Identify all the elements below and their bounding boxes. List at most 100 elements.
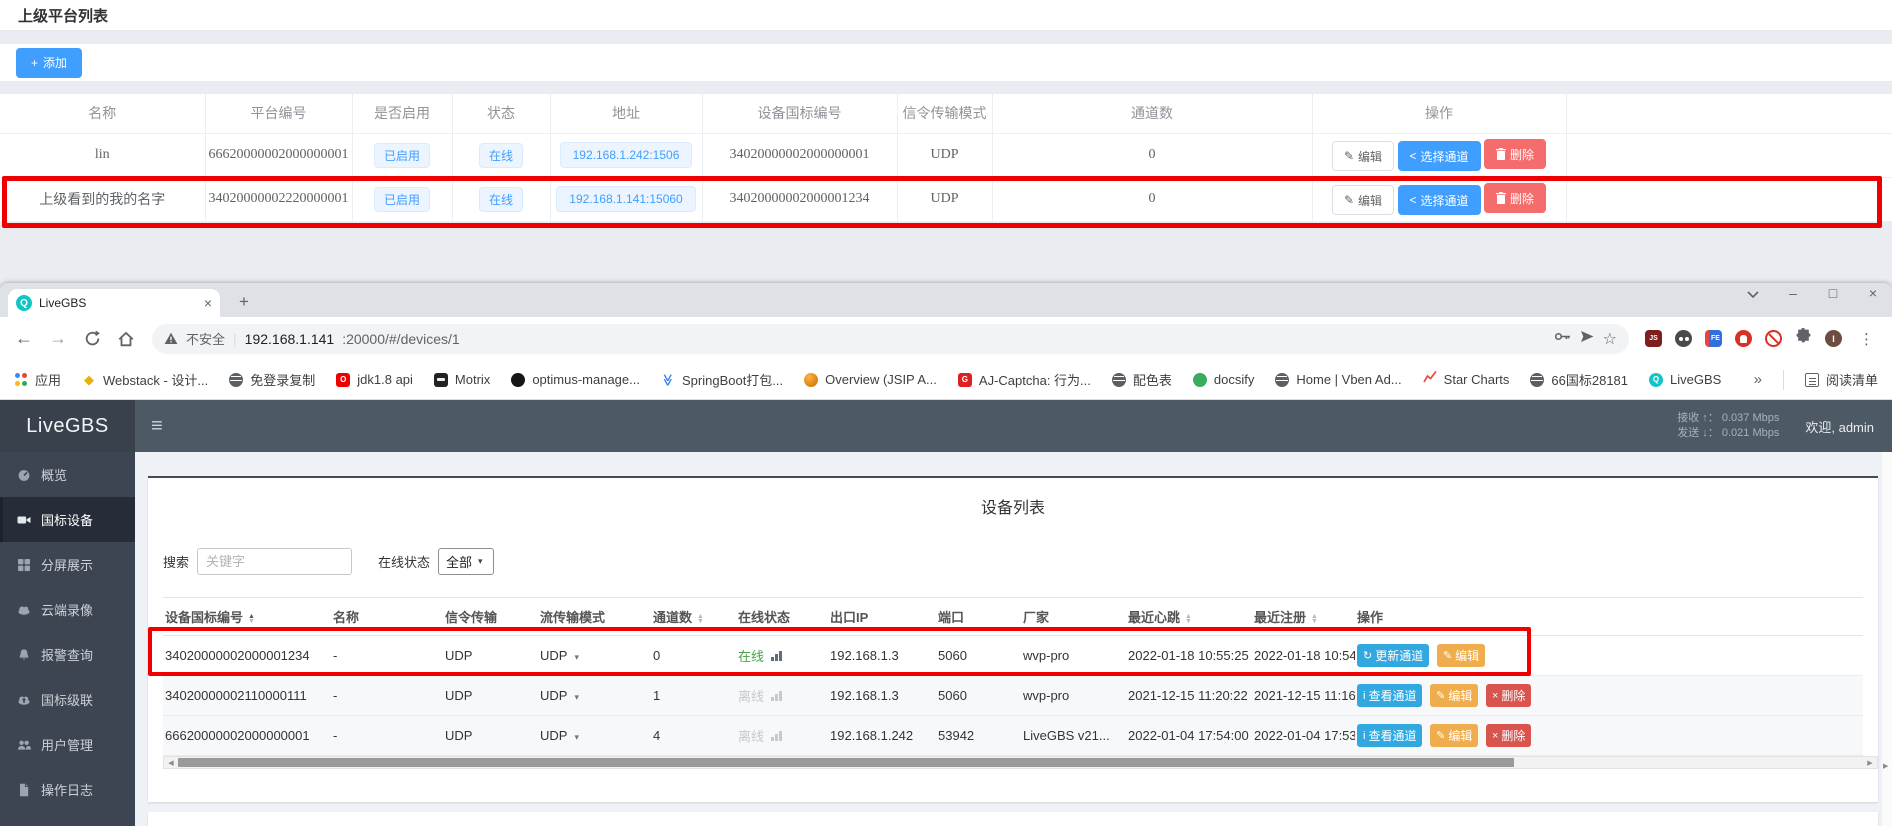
vertical-scrollbar[interactable]: ▶ — [1882, 452, 1892, 826]
col-heartbeat[interactable]: 最近心跳 ▲ ▼ — [1126, 597, 1252, 636]
password-key-icon[interactable] — [1554, 329, 1571, 349]
select-channel-button[interactable]: < 选择通道 — [1397, 141, 1481, 171]
bookmark-motrix[interactable]: Motrix — [433, 372, 490, 387]
col-enabled: 是否启用 — [352, 94, 453, 134]
search-input[interactable] — [197, 548, 353, 575]
fe-extension-icon[interactable]: FE — [1705, 330, 1722, 347]
bookmark-jsip[interactable]: Overview (JSIP A... — [804, 372, 937, 387]
home-button[interactable] — [112, 325, 140, 353]
blocker-extension-icon[interactable] — [1735, 330, 1752, 347]
channel-count: 4 — [651, 715, 736, 756]
sidebar-item-cloud-recording[interactable]: 云端录像 — [0, 587, 135, 632]
sidebar-toggle-icon[interactable]: ≡ — [151, 414, 163, 437]
x-icon: × — [1491, 729, 1499, 742]
refresh-icon: ↻ — [1363, 650, 1373, 662]
dashboard-icon — [18, 469, 30, 481]
update-channels-button[interactable]: ↻ 更新通道 — [1357, 644, 1430, 667]
bookmark-webstack[interactable]: ◆ Webstack - 设计... — [84, 371, 209, 389]
col-registered[interactable]: 最近注册 ▲ ▼ — [1252, 597, 1355, 636]
bookmark-aj-captcha[interactable]: G AJ-Captcha: 行为... — [957, 370, 1091, 389]
online-status-select[interactable]: 全部 ▾ — [438, 548, 495, 575]
bookmark-optimus[interactable]: optimus-manage... — [511, 372, 640, 387]
bookmark-springboot[interactable]: ≫ SpringBoot打包... — [660, 373, 784, 388]
bookmark-gb28181[interactable]: 66国标28181 — [1530, 370, 1628, 389]
sidebar-item-overview[interactable]: 概览 — [0, 452, 135, 497]
sidebar-item-alarm-query[interactable]: 报警查询 — [0, 632, 135, 677]
app-logo[interactable]: LiveGBS — [0, 400, 135, 452]
sidebar-item-operation-log[interactable]: 操作日志 — [0, 767, 135, 812]
window-chevron-icon[interactable] — [1740, 285, 1766, 301]
sidebar-item-basic-config[interactable]: 基础配置 — [0, 812, 135, 826]
browser-tab[interactable]: Q LiveGBS × — [8, 289, 220, 317]
scroll-left-icon[interactable]: ◀ — [168, 759, 174, 767]
delete-button[interactable]: 删除 — [1484, 139, 1547, 169]
col-device-id[interactable]: 设备国标编号 ▲ ▼ — [163, 597, 331, 636]
reload-button[interactable] — [78, 325, 106, 353]
delete-button[interactable]: 删除 — [1484, 183, 1547, 213]
bookmark-palette[interactable]: 配色表 — [1111, 370, 1172, 389]
edit-button[interactable]: ✎ 编辑 — [1436, 644, 1486, 667]
address-bar[interactable]: 不安全 | 192.168.1.141 :20000/#/devices/1 ☆ — [152, 323, 1629, 354]
bookmarks-overflow-icon[interactable]: » — [1753, 371, 1762, 388]
add-button[interactable]: + 添加 — [16, 47, 83, 78]
heartbeat-time: 2021-12-15 11:20:22 — [1126, 675, 1252, 716]
edit-button[interactable]: ✎ 编辑 — [1331, 185, 1395, 215]
users-icon — [18, 740, 31, 750]
share-icon: < — [1409, 149, 1417, 163]
col-address: 地址 — [550, 94, 703, 134]
sort-icon: ▲ ▼ — [1185, 612, 1192, 625]
delete-button[interactable]: × 删除 — [1485, 684, 1532, 708]
send-to-device-icon[interactable] — [1579, 329, 1595, 349]
scrollbar-thumb[interactable] — [178, 758, 1515, 767]
tab-close-icon[interactable]: × — [203, 295, 212, 311]
edit-button[interactable]: ✎ 编辑 — [1331, 141, 1395, 171]
window-maximize-button[interactable]: □ — [1828, 285, 1838, 301]
pencil-icon: ✎ — [1436, 689, 1446, 702]
back-button[interactable]: ← — [15, 328, 33, 348]
reading-list-button[interactable]: 阅读清单 — [1804, 370, 1878, 389]
url-path: :20000/#/devices/1 — [342, 330, 460, 347]
sidebar-item-gb-devices[interactable]: 国标设备 — [0, 497, 135, 542]
delete-button[interactable]: × 删除 — [1485, 724, 1532, 748]
bookmark-docsify[interactable]: docsify — [1192, 372, 1254, 387]
js-extension-icon[interactable]: JS — [1645, 330, 1662, 347]
stream-mode-select[interactable]: UDP ▾ — [538, 715, 651, 756]
window-close-button[interactable]: × — [1868, 285, 1878, 301]
col-channels[interactable]: 通道数 ▲ ▼ — [651, 597, 736, 636]
sidebar-item-split-screen[interactable]: 分屏展示 — [0, 542, 135, 587]
welcome-user[interactable]: 欢迎, admin — [1805, 419, 1874, 435]
window-minimize-button[interactable]: – — [1789, 285, 1797, 301]
bookmark-copy[interactable]: 免登录复制 — [229, 370, 315, 389]
edit-button[interactable]: ✎ 编辑 — [1430, 683, 1479, 707]
sidebar-item-user-management[interactable]: 用户管理 — [0, 722, 135, 767]
platform-id: 66620000002000000001 — [205, 133, 353, 178]
bar-chart-icon[interactable] — [771, 651, 782, 661]
edit-button[interactable]: ✎ 编辑 — [1430, 723, 1479, 747]
browser-avatar[interactable]: I — [1825, 330, 1842, 347]
cloud-icon — [18, 606, 30, 615]
no-ads-extension-icon[interactable] — [1765, 330, 1782, 347]
bookmark-star-charts[interactable]: Star Charts — [1422, 370, 1509, 389]
view-channels-button[interactable]: i 查看通道 — [1357, 724, 1423, 748]
bookmark-livegbs[interactable]: Q LiveGBS — [1649, 372, 1721, 387]
signal-mode: UDP — [443, 675, 538, 716]
select-channel-button[interactable]: < 选择通道 — [1397, 185, 1481, 215]
incognito-extension-icon[interactable] — [1675, 330, 1692, 347]
puzzle-extensions-icon[interactable] — [1795, 327, 1812, 350]
globe-icon — [1530, 372, 1545, 387]
stream-mode-select[interactable]: UDP ▾ — [538, 675, 651, 716]
horizontal-scrollbar[interactable]: ◀ ▶ — [163, 756, 1878, 769]
forward-button[interactable]: → — [49, 328, 67, 348]
bookmark-vben[interactable]: Home | Vben Ad... — [1275, 372, 1402, 387]
bookmark-apps[interactable]: 应用 — [14, 370, 61, 389]
browser-menu-icon[interactable]: ⋮ — [1859, 330, 1874, 348]
view-channels-button[interactable]: i 查看通道 — [1357, 684, 1423, 708]
bookmark-star-icon[interactable]: ☆ — [1602, 330, 1617, 348]
sort-icon: ▲ ▼ — [248, 612, 255, 625]
chart-icon — [1422, 370, 1437, 389]
stream-mode-select[interactable]: UDP ▾ — [538, 635, 651, 676]
scroll-right-icon[interactable]: ▶ — [1867, 759, 1873, 767]
new-tab-button[interactable]: + — [239, 292, 249, 311]
sidebar-item-gb-cascade[interactable]: 国标级联 — [0, 677, 135, 722]
